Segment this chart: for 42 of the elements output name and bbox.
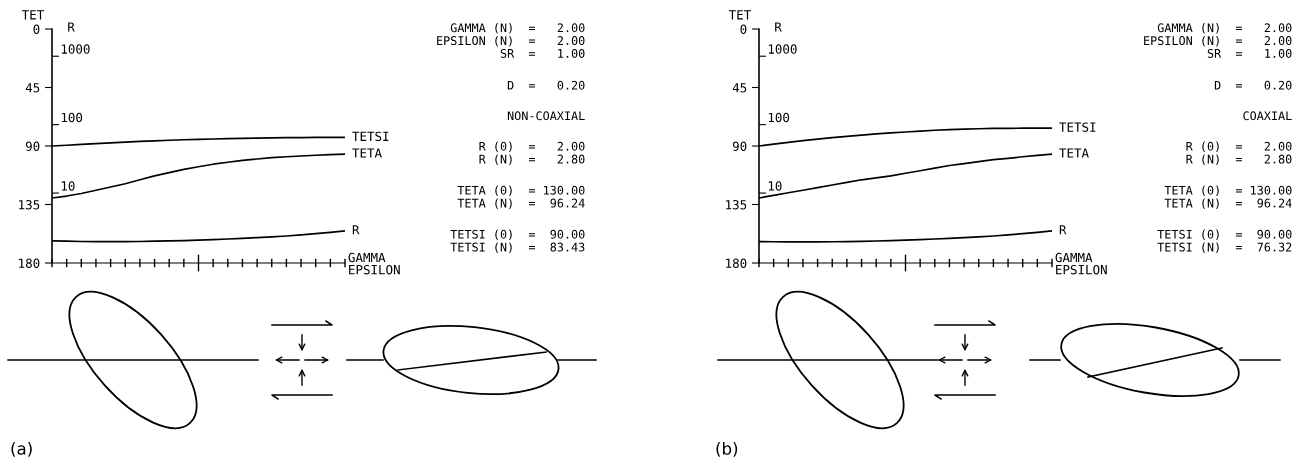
text: R (0) = 2.00 R (N) = 2.80 [1186,141,1292,165]
text: TETA (0) = 130.00 TETA (N) = 96.24 [1164,185,1292,209]
y-tick-label: 180 [726,258,747,268]
text: (a) [11,441,32,457]
x-axis-title: GAMMA EPSILON [348,252,400,275]
y-tick-label: 90 [732,141,747,151]
series-label: TETSI [1059,122,1096,132]
y2-tick-label: 100 [768,112,790,123]
y-tick-label: 135 [19,200,40,210]
text: D = 0.20 [1214,80,1292,90]
text: NON-COAXIAL [507,111,585,121]
y-axis-title: TET [21,10,44,20]
text: TETA (0) = 130.00 TETA (N) = 96.24 [457,185,585,209]
text: GAMMA (N) = 2.00 EPSILON (N) = 2.00 SR = 1.00 [437,23,585,58]
y-tick-label: 180 [19,258,40,268]
text: COAXIAL [1243,111,1292,121]
text: D = 0.20 [507,80,585,90]
text: R (0) = 2.00 R (N) = 2.80 [479,141,585,165]
y2-axis-title: R [68,22,75,32]
text: TETSI (0) = 90.00 TETSI (N) = 83.43 [450,229,585,253]
text: GAMMA (N) = 2.00 EPSILON (N) = 2.00 SR = 1.00 [1144,23,1292,58]
y2-axis-title: R [775,22,782,32]
y-axis-title: TET [728,10,751,20]
y2-tick-label: 10 [768,181,782,191]
series-label: TETA [352,148,382,158]
series-label: TETSI [352,131,389,142]
y-tick-label: 0 [33,24,40,34]
y-tick-label: 0 [740,24,747,34]
y2-tick-label: 10 [61,181,75,191]
y-tick-label: 90 [25,141,40,151]
y2-tick-label: 100 [61,112,83,123]
x-axis-title: GAMMA EPSILON [1055,252,1107,275]
y2-tick-label: 1000 [61,44,90,54]
y-tick-label: 135 [726,200,747,210]
y-tick-label: 45 [732,83,747,93]
series-label: R [352,225,360,235]
series-label: R [1059,225,1067,235]
text: TETSI (0) = 90.00 TETSI (N) = 76.32 [1157,229,1292,253]
series-label: TETA [1059,148,1089,158]
y-tick-label: 45 [25,83,40,93]
y2-tick-label: 1000 [768,44,797,54]
text: (b) [716,441,738,457]
